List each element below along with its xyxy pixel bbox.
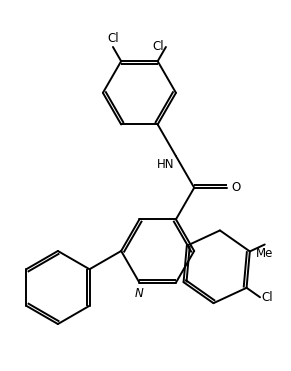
Text: Cl: Cl xyxy=(107,32,119,45)
Text: Cl: Cl xyxy=(262,291,274,304)
Text: HN: HN xyxy=(157,158,174,171)
Text: Cl: Cl xyxy=(152,40,164,53)
Text: N: N xyxy=(135,287,144,300)
Text: O: O xyxy=(231,181,241,194)
Text: Me: Me xyxy=(256,247,274,260)
